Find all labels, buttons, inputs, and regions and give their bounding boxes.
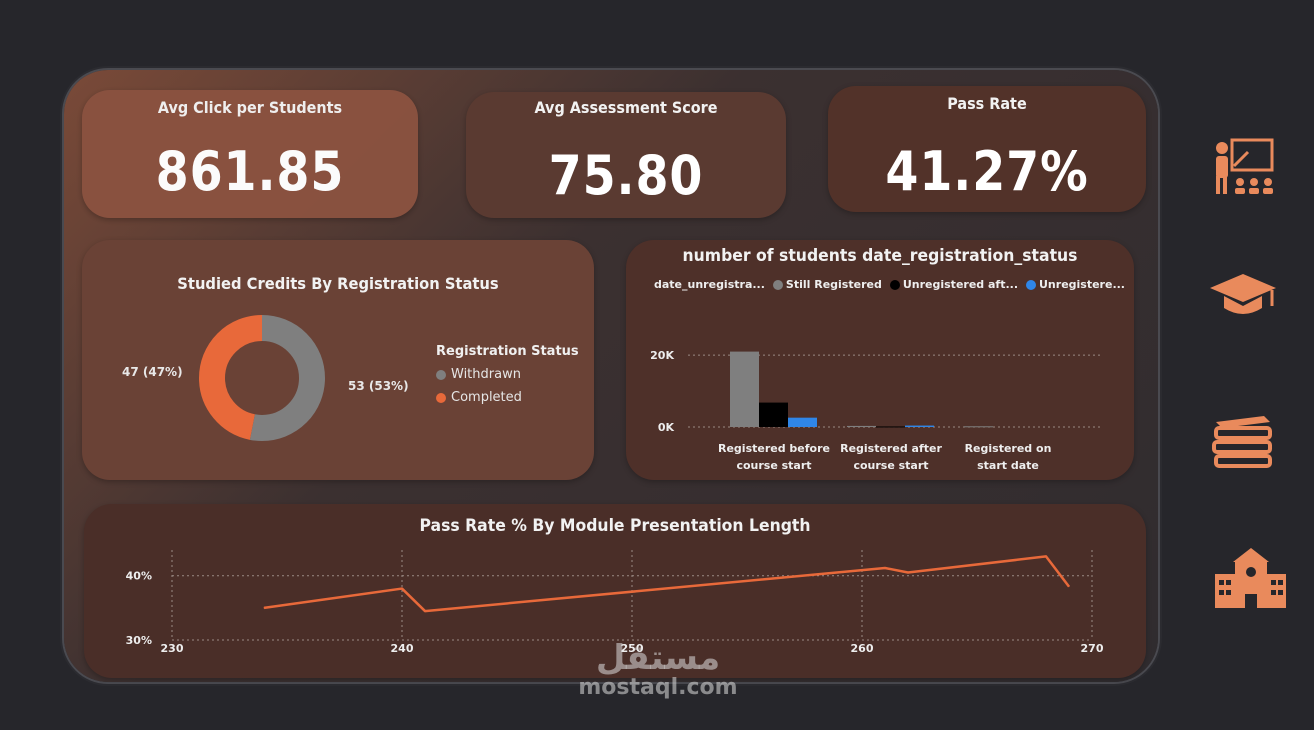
y-tick-label: 0K [658, 421, 675, 434]
watermark: مستقل mostaql.com [578, 640, 738, 700]
legend-label: Still Registered [785, 278, 882, 291]
line-chart: 230 240 250 260 270 40% 30% [126, 550, 1104, 655]
x-tick-label: 230 [161, 642, 184, 655]
legend-label: Unregistere... [1039, 278, 1125, 291]
x-tick-label: 250 [621, 642, 644, 655]
data-point [1045, 555, 1047, 557]
data-point [1068, 586, 1070, 588]
kpi-value: 861.85 [155, 140, 345, 203]
data-point [907, 572, 909, 573]
x-tick-label: 240 [391, 642, 414, 655]
legend-item-withdrawn[interactable]: Withdrawn [436, 367, 579, 382]
data-point [424, 610, 426, 612]
kpi-title: Avg Assessment Score [534, 98, 718, 117]
bar-0-2 [964, 426, 993, 428]
bar-1-1 [876, 426, 905, 428]
chart-title: number of students date_registration_sta… [682, 246, 1078, 266]
x-tick-label: course start [736, 459, 811, 472]
chart-title: Pass Rate % By Module Presentation Lengt… [419, 516, 811, 536]
watermark-latin: mostaql.com [578, 675, 738, 700]
legend-label: Completed [451, 390, 522, 405]
graduation-cap-icon[interactable] [1208, 266, 1278, 330]
kpi-value: 41.27% [885, 140, 1089, 203]
watermark-arabic: مستقل [595, 638, 721, 678]
data-point [884, 567, 886, 569]
data-point [263, 607, 265, 609]
x-tick-label: Registered on [965, 442, 1052, 455]
legend-dot [889, 279, 900, 290]
x-tick-label: Registered before [718, 442, 830, 455]
legend-dot [772, 279, 783, 290]
books-icon[interactable] [1208, 412, 1278, 476]
donut-legend: Registration Status Withdrawn Completed [436, 344, 579, 405]
legend-item-completed[interactable]: Completed [436, 390, 579, 405]
legend-item-unregistered-after[interactable]: Unregistered aft... [889, 278, 1018, 291]
bar-legend: date_unregistra... Still Registered Unre… [654, 278, 1125, 291]
donut-slice-completed [199, 315, 325, 441]
bar-chart: 20K 0K Registered before course start Regist… [650, 349, 1100, 472]
bar-1-0 [759, 402, 788, 427]
y-tick-label: 40% [126, 570, 152, 583]
legend-title: date_unregistra... [654, 278, 765, 291]
legend-label: Withdrawn [451, 367, 521, 382]
teacher-icon[interactable] [1208, 136, 1278, 200]
x-tick-label: 260 [851, 642, 874, 655]
x-tick-label: Registered after [840, 442, 942, 455]
kpi-card-avg-clicks[interactable]: Avg Click per Students 861.85 [82, 90, 418, 218]
kpi-card-avg-assessment[interactable]: Avg Assessment Score 75.80 [466, 92, 786, 218]
y-tick-label: 30% [126, 634, 152, 647]
kpi-title: Pass Rate [947, 94, 1027, 113]
bar-2-1 [905, 425, 934, 427]
x-tick-label: 270 [1081, 642, 1104, 655]
legend-item-still-registered[interactable]: Still Registered [772, 278, 882, 291]
registration-status-card[interactable]: number of students date_registration_sta… [626, 240, 1134, 480]
kpi-title: Avg Click per Students [157, 98, 343, 117]
studied-credits-card[interactable]: Studied Credits By Registration Status 4… [82, 240, 594, 480]
kpi-value: 75.80 [548, 144, 704, 207]
bar-0-0 [730, 351, 759, 427]
chart-title: Studied Credits By Registration Status [177, 274, 499, 293]
legend-dot [436, 369, 446, 380]
series-line [263, 555, 1070, 613]
donut-label-withdrawn: 53 (53%) [348, 379, 409, 393]
x-tick-label: course start [853, 459, 928, 472]
kpi-card-pass-rate[interactable]: Pass Rate 41.27% [828, 86, 1146, 212]
pass-rate-length-card[interactable]: Pass Rate % By Module Presentation Lengt… [84, 504, 1146, 678]
donut-chart [199, 315, 325, 441]
legend-title: Registration Status [436, 344, 579, 359]
data-point [401, 588, 403, 590]
bar-2-0 [788, 417, 817, 427]
legend-label: Unregistered aft... [902, 278, 1018, 291]
legend-dot [1026, 279, 1036, 290]
school-icon[interactable] [1206, 546, 1286, 610]
donut-label-completed: 47 (47%) [122, 365, 183, 379]
x-tick-label: start date [977, 459, 1039, 472]
bar-0-1 [847, 425, 876, 427]
legend-dot [436, 392, 446, 403]
legend-item-unregistered[interactable]: Unregistere... [1026, 278, 1125, 291]
y-tick-label: 20K [650, 349, 674, 362]
